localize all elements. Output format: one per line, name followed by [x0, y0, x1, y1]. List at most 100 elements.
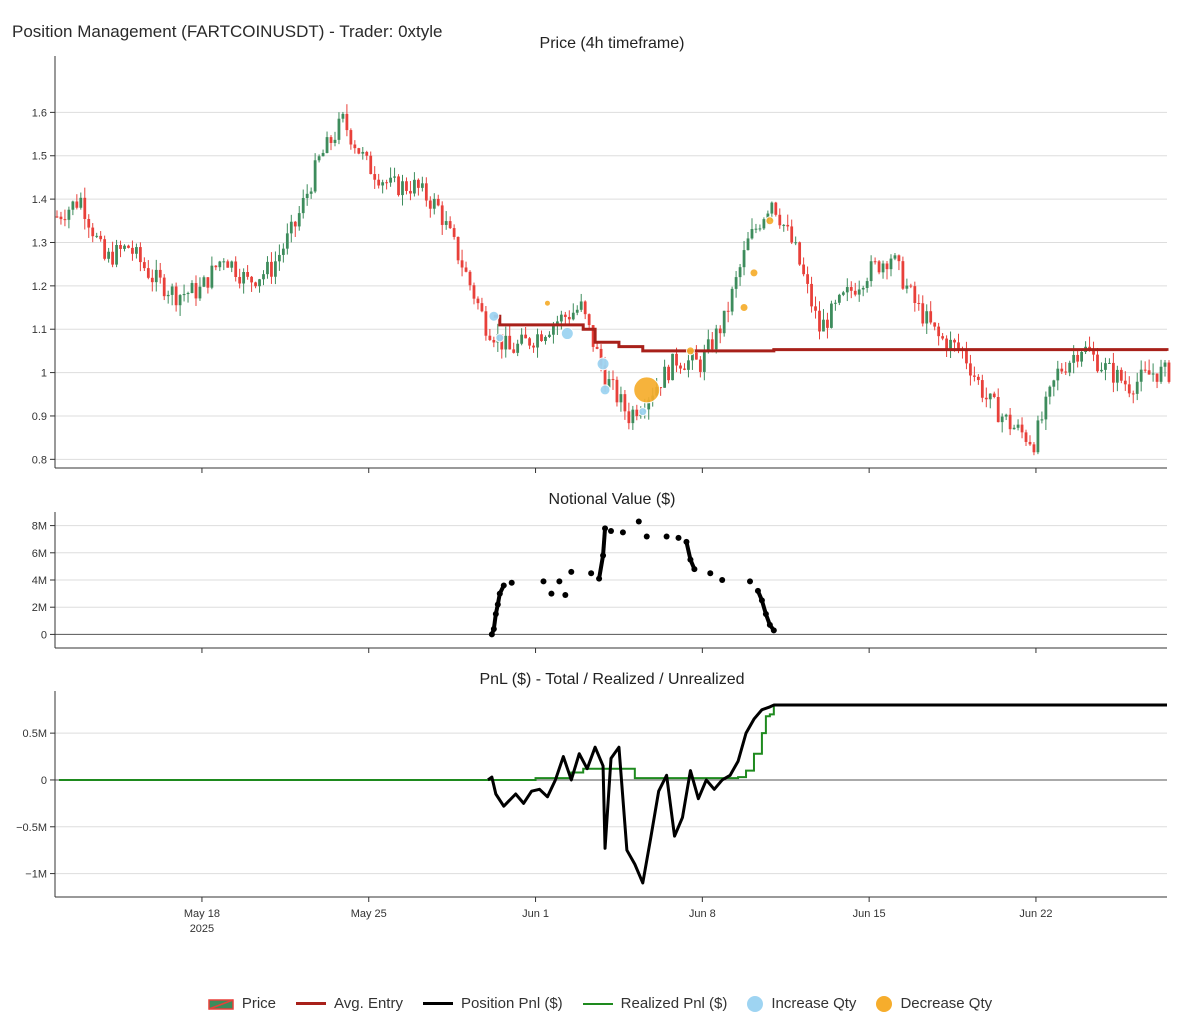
candle-body [722, 310, 726, 334]
candle-body [1076, 354, 1080, 362]
candle-body [595, 346, 599, 349]
candle-body [841, 292, 845, 295]
candle-body [262, 274, 265, 280]
candle-body [337, 118, 341, 140]
price-panel-title: Price (4h timeframe) [540, 35, 685, 52]
y-tick-label: 4M [32, 575, 47, 587]
candle-body [250, 276, 253, 283]
legend-item-position-pnl[interactable]: Position Pnl ($) [422, 995, 563, 1012]
increase-qty-dot-icon [747, 995, 764, 1012]
candle-body [468, 271, 472, 286]
candle-body [663, 366, 667, 388]
candle-body [555, 321, 559, 326]
candle-body [826, 319, 829, 328]
candle-body [194, 283, 198, 299]
candle-body [889, 258, 893, 270]
candle-body [158, 269, 162, 278]
candle-body [687, 360, 690, 370]
candle-body [528, 338, 531, 346]
candle-body [55, 216, 59, 218]
candle-body [333, 139, 337, 143]
candle-body [1104, 363, 1107, 370]
candle-body [186, 293, 190, 295]
y-tick-label: 0.5M [23, 728, 47, 740]
y-tick-label: 6M [32, 548, 47, 560]
candle-body [623, 394, 627, 412]
x-tick-sublabel: 2025 [190, 923, 214, 935]
decrease-qty-dot-icon [876, 995, 893, 1012]
candle-body [929, 311, 933, 323]
candle-body [734, 277, 738, 289]
candle-body [424, 183, 428, 201]
candle-body [909, 285, 913, 287]
candle-body [516, 343, 520, 353]
candle-body [138, 247, 142, 263]
candle-body [242, 271, 246, 284]
candle-body [119, 244, 122, 249]
candle-body [532, 345, 535, 348]
candle-body [984, 397, 988, 400]
x-tick-label: Jun 22 [1019, 908, 1052, 920]
y-tick-label: 1.6 [32, 107, 47, 119]
notional-point [707, 570, 714, 577]
x-tick-label: Jun 8 [689, 908, 716, 920]
legend-item-increase-qty[interactable]: Increase Qty [747, 995, 856, 1012]
pnl-panel: PnL ($) - Total / Realized / Unrealized … [16, 671, 1167, 902]
candle-body [1044, 396, 1048, 420]
candle-body [226, 261, 230, 268]
chart-legend: Price Avg. Entry Position Pnl ($) Realiz… [0, 995, 1200, 1012]
candle-body [790, 226, 794, 243]
candle-body [285, 233, 289, 249]
candle-body [99, 235, 103, 240]
candle-body [127, 245, 130, 248]
candle-body [166, 294, 170, 297]
candle-body [770, 202, 774, 214]
candle-body [992, 393, 996, 397]
legend-item-decrease-qty[interactable]: Decrease Qty [876, 995, 992, 1012]
candle-body [996, 396, 1000, 423]
candle-body [1151, 373, 1155, 375]
candle-body [218, 261, 222, 268]
candle-body [1064, 371, 1068, 373]
candle-body [540, 334, 543, 342]
candle-body [544, 336, 547, 342]
candle-body [321, 152, 325, 157]
candle-body [258, 279, 261, 287]
position-pnl-line-icon [422, 1002, 453, 1005]
candle-body [702, 351, 706, 372]
price-panel: Price (4h timeframe) 0.8 0.9 1 1.1 1.2 1.3 1.4… [32, 35, 1171, 473]
legend-item-realized-pnl[interactable]: Realized Pnl ($) [582, 995, 727, 1012]
candle-body [111, 251, 114, 265]
candle-body [615, 379, 619, 403]
candle-body [206, 277, 210, 288]
candle-body [647, 399, 651, 410]
notional-point [548, 590, 555, 597]
candle-body [873, 261, 877, 263]
legend-item-price[interactable]: Price [208, 995, 276, 1012]
realized-pnl-line [58, 704, 1167, 781]
candle-body [103, 239, 107, 259]
notional-point [691, 566, 698, 573]
candle-body [1000, 416, 1004, 423]
candle-body [1100, 369, 1103, 372]
notional-point [608, 528, 614, 535]
candle-body [289, 221, 293, 234]
candle-body [369, 155, 373, 175]
candle-body [1119, 369, 1123, 381]
candle-body [810, 283, 813, 307]
candle-body [901, 261, 905, 289]
candle-body [436, 198, 440, 206]
candle-body [345, 113, 349, 131]
legend-item-avg-entry[interactable]: Avg. Entry [296, 995, 403, 1012]
price-candle-icon [208, 997, 234, 1011]
increase-qty-marker [560, 327, 574, 341]
candle-body [476, 298, 480, 304]
candle-body [976, 376, 980, 381]
candle-body [1131, 393, 1135, 395]
candle-body [536, 334, 539, 348]
y-tick-label: 0 [41, 629, 47, 641]
candle-body [627, 411, 631, 424]
position-pnl-line [487, 703, 1167, 885]
candle-body [706, 339, 710, 352]
candle-body [190, 283, 194, 294]
